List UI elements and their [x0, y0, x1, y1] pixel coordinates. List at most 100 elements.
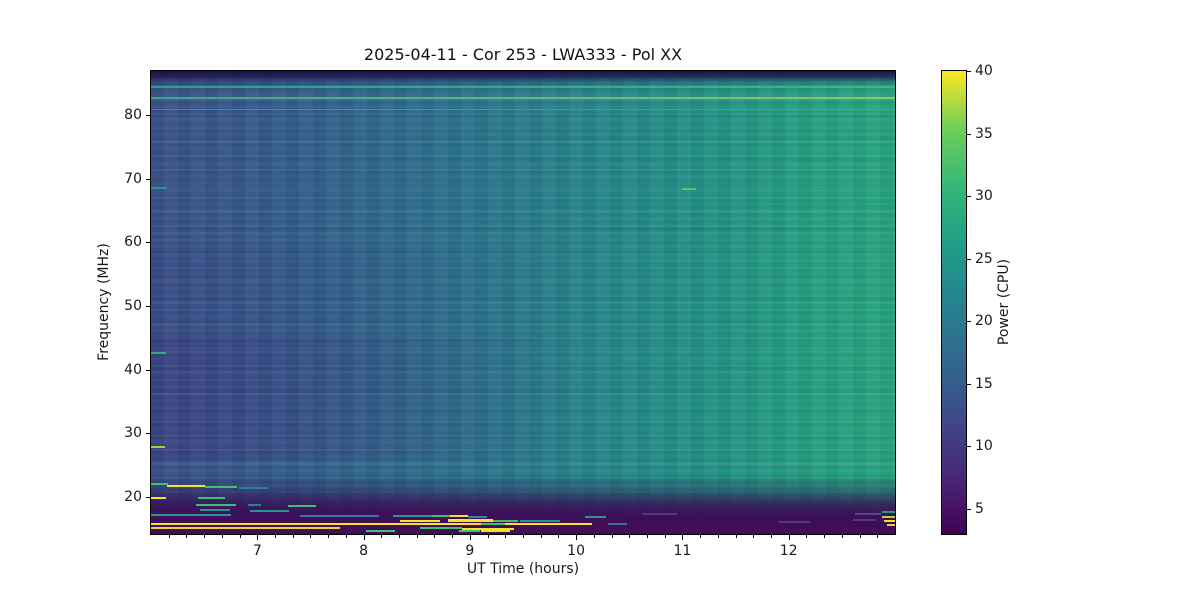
x-minor-tick — [505, 535, 507, 538]
colorbar-ticks: 5 10 15 20 25 30 35 40 — [967, 63, 1027, 534]
y-tick — [146, 178, 151, 180]
rfi-segment — [642, 513, 678, 516]
x-minor-tick — [416, 535, 418, 538]
rfi-segment — [151, 352, 166, 355]
colorbar-tick — [967, 196, 971, 198]
x-minor-tick — [204, 535, 206, 538]
x-minor-tick — [345, 535, 347, 538]
rfi-segment — [854, 513, 882, 516]
rfi-segment — [399, 519, 441, 522]
rfi-layer — [151, 71, 895, 534]
spectral-lines-layer — [151, 71, 895, 534]
x-minor-tick — [771, 535, 772, 538]
x-minor-tick — [806, 535, 808, 538]
colorbar-tick — [967, 383, 971, 385]
y-axis: 20 30 40 50 60 70 80 — [0, 71, 151, 534]
rfi-segment — [447, 518, 494, 522]
rfi-segment — [151, 527, 341, 530]
x-minor-tick — [735, 535, 737, 538]
colorbar-tick-label: 20 — [975, 313, 993, 330]
rfi-segment — [480, 523, 505, 526]
x-minor-tick — [824, 535, 826, 538]
rfi-segment — [151, 445, 165, 448]
rfi-segment — [151, 187, 167, 190]
rfi-segment — [519, 520, 561, 523]
rfi-segment — [584, 516, 606, 519]
colorbar-tick-label: 30 — [975, 188, 993, 205]
plot-title: 2025-04-11 - Cor 253 - LWA333 - Pol XX — [363, 45, 683, 64]
x-tick-label: 9 — [465, 543, 475, 559]
rfi-segment — [462, 527, 515, 530]
x-axis: 7 8 9 10 11 12 — [151, 534, 895, 564]
rfi-segment — [431, 515, 450, 518]
rfi-segment — [459, 529, 481, 532]
x-minor-tick — [452, 535, 454, 538]
x-minor-tick — [434, 535, 436, 538]
y-tick — [146, 306, 151, 307]
x-tick — [788, 535, 790, 540]
x-minor-tick — [310, 535, 312, 538]
y-tick-label: 80 — [124, 106, 142, 123]
x-minor-tick — [381, 535, 383, 538]
y-tick-label: 60 — [124, 234, 142, 251]
rfi-segment — [151, 496, 166, 499]
rfi-segment — [884, 520, 895, 523]
rfi-segment — [239, 486, 268, 489]
rfi-segment — [249, 510, 290, 513]
y-tick-label: 50 — [124, 298, 142, 314]
spectral-line — [151, 97, 895, 100]
x-tick — [363, 535, 365, 540]
rfi-segment — [288, 505, 316, 507]
x-minor-tick — [186, 535, 188, 538]
x-minor-tick — [877, 535, 879, 538]
x-minor-tick — [700, 535, 702, 538]
spectral-line — [151, 108, 895, 110]
x-minor-tick — [593, 535, 595, 538]
y-tick — [146, 433, 151, 435]
rfi-segment — [151, 513, 231, 516]
x-tick-label: 10 — [567, 543, 586, 559]
x-minor-tick — [275, 535, 276, 538]
x-axis-label: UT Time (hours) — [466, 561, 580, 577]
x-minor-tick — [399, 535, 400, 538]
spectrogram-plot — [150, 70, 896, 535]
colorbar-tick-label: 10 — [975, 438, 993, 455]
rfi-segment — [882, 515, 895, 518]
x-tick — [576, 535, 578, 540]
rfi-segment — [365, 529, 396, 532]
heatmap-bottom-dark-band — [151, 71, 895, 534]
rfi-segment — [299, 514, 380, 517]
colorbar-tick — [967, 509, 971, 510]
x-minor-tick — [558, 535, 560, 538]
rfi-segment — [247, 504, 262, 507]
colorbar-tick — [967, 133, 971, 135]
colorbar-tick-label: 15 — [975, 375, 993, 392]
x-tick — [682, 535, 684, 540]
rfi-segment — [205, 485, 238, 488]
rfi-segment — [493, 519, 518, 522]
x-tick-label: 12 — [779, 543, 798, 559]
y-tick-label: 20 — [124, 489, 142, 506]
y-tick-label: 40 — [124, 361, 142, 378]
x-minor-tick — [841, 535, 843, 538]
rfi-segment — [393, 515, 432, 518]
x-minor-tick — [629, 535, 631, 538]
colorbar-tick-label: 25 — [975, 250, 993, 267]
rfi-segment — [449, 515, 468, 518]
spectral-line — [151, 85, 895, 88]
y-axis-label: Frequency (MHz) — [96, 243, 112, 361]
rfi-segment — [199, 509, 230, 512]
x-minor-tick — [664, 535, 666, 538]
colorbar — [941, 70, 967, 535]
rfi-segment — [480, 530, 511, 533]
rfi-segment — [151, 523, 593, 526]
colorbar-tick — [967, 258, 971, 260]
y-tick — [146, 242, 151, 244]
rfi-segment — [151, 483, 168, 486]
x-minor-tick — [859, 535, 861, 538]
colorbar-tick-label: 5 — [975, 501, 984, 517]
colorbar-tick — [967, 71, 971, 72]
rfi-segment — [882, 510, 895, 513]
x-tick-label: 11 — [673, 543, 692, 559]
